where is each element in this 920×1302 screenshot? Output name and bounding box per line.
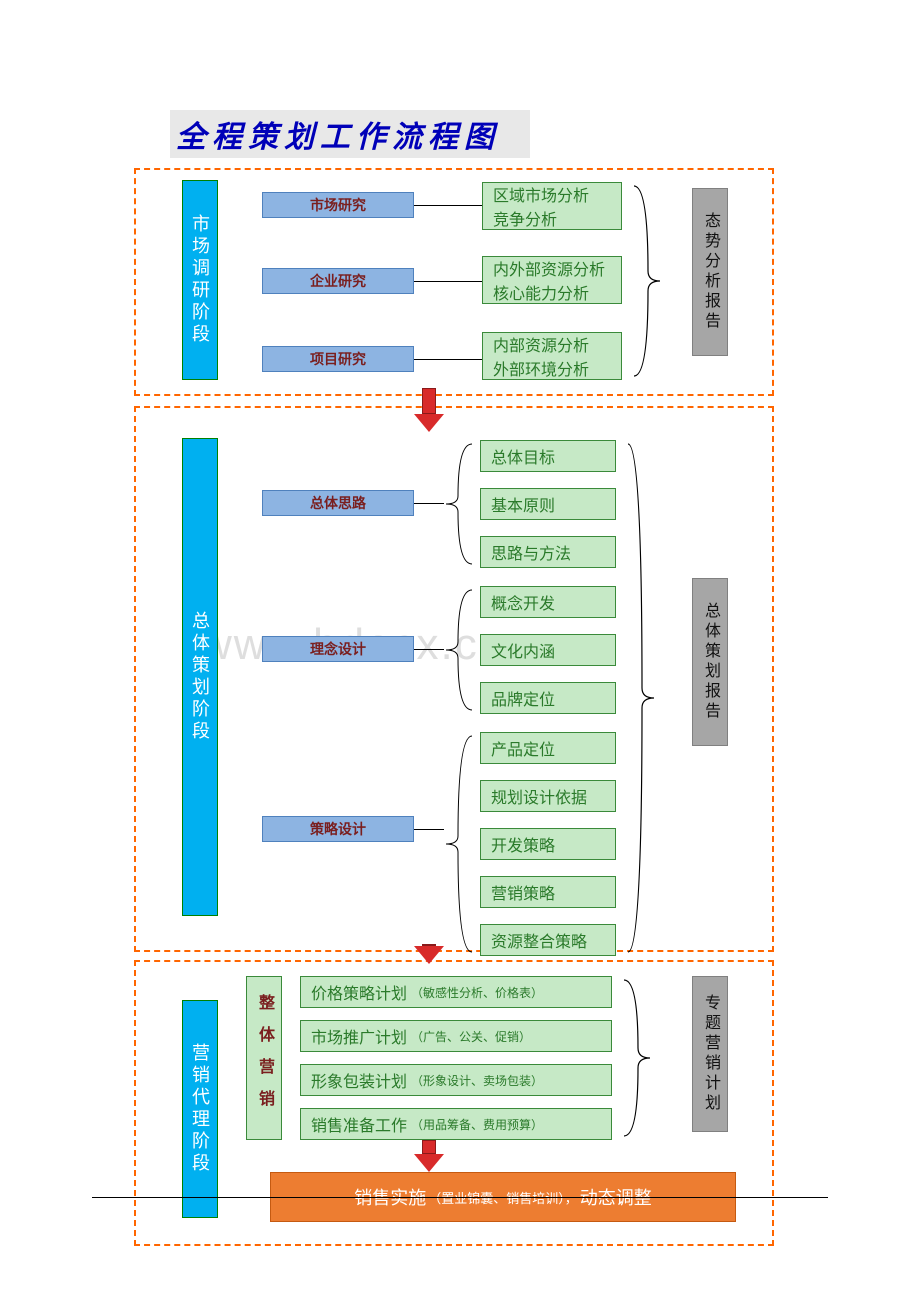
- s2-green-0: 总体目标: [480, 440, 616, 472]
- s2-green-3: 概念开发: [480, 586, 616, 618]
- s1-green-2: 内部资源分析 外部环境分析: [482, 332, 622, 380]
- s2-blue-0: 总体思路: [262, 490, 414, 516]
- baseline: [92, 1197, 828, 1198]
- connector-s2: [414, 503, 444, 504]
- s2-green-10: 资源整合策略: [480, 924, 616, 956]
- page-title: 全程策划工作流程图: [170, 110, 530, 158]
- connector-1: [414, 281, 482, 282]
- arrow-2: [414, 1140, 444, 1172]
- left-brace: [440, 440, 480, 568]
- stage1-label: 市场调研阶段: [182, 180, 218, 380]
- s2-green-8: 开发策略: [480, 828, 616, 860]
- stage3-label: 营销代理阶段: [182, 1000, 218, 1218]
- s1-green-1-l2: 核心能力分析: [493, 280, 589, 304]
- s3-report: 专题营销计划: [692, 976, 728, 1132]
- s2-blue-1: 理念设计: [262, 636, 414, 662]
- s1-blue-2: 项目研究: [262, 346, 414, 372]
- connector-s2: [414, 829, 444, 830]
- brace-3: [616, 976, 656, 1140]
- s3-green-1-sub: （广告、公关、促销）: [411, 1028, 531, 1045]
- s1-green-2-l2: 外部环境分析: [493, 356, 589, 380]
- s2-green-2: 思路与方法: [480, 536, 616, 568]
- s3-green-0-sub: （敏感性分析、价格表）: [411, 984, 543, 1001]
- arrow-0: [414, 388, 444, 432]
- s1-green-0-l1: 区域市场分析: [493, 182, 589, 206]
- s3-green-1-main: 市场推广计划: [311, 1024, 407, 1048]
- s2-report: 总体策划报告: [692, 578, 728, 746]
- connector-2: [414, 359, 482, 360]
- s3-green-3: 销售准备工作 （用品筹备、费用预算）: [300, 1108, 612, 1140]
- s3-green-0: 价格策略计划 （敏感性分析、价格表）: [300, 976, 612, 1008]
- s1-green-1: 内外部资源分析 核心能力分析: [482, 256, 622, 304]
- section1-frame: [134, 168, 774, 396]
- s1-green-0: 区域市场分析 竞争分析: [482, 182, 622, 230]
- s3-green-2: 形象包装计划 （形象设计、卖场包装）: [300, 1064, 612, 1096]
- s2-green-4: 文化内涵: [480, 634, 616, 666]
- s1-green-1-l1: 内外部资源分析: [493, 256, 605, 280]
- s3-green-3-sub: （用品筹备、费用预算）: [411, 1116, 543, 1133]
- brace-1: [626, 182, 666, 380]
- s2-green-6: 产品定位: [480, 732, 616, 764]
- s2-green-1: 基本原则: [480, 488, 616, 520]
- stage2-label: 总体策划阶段: [182, 438, 218, 916]
- s3-green-0-main: 价格策略计划: [311, 980, 407, 1004]
- s2-green-9: 营销策略: [480, 876, 616, 908]
- s2-green-5: 品牌定位: [480, 682, 616, 714]
- s1-green-0-l2: 竞争分析: [493, 206, 557, 230]
- s2-blue-2: 策略设计: [262, 816, 414, 842]
- s3-green-1: 市场推广计划 （广告、公关、促销）: [300, 1020, 612, 1052]
- s1-blue-1: 企业研究: [262, 268, 414, 294]
- s1-blue-0: 市场研究: [262, 192, 414, 218]
- s3-green-3-main: 销售准备工作: [311, 1112, 407, 1136]
- s3-vert-label: 整体营销: [246, 976, 282, 1140]
- brace-2: [620, 440, 660, 956]
- s2-green-7: 规划设计依据: [480, 780, 616, 812]
- s3-green-2-main: 形象包装计划: [311, 1068, 407, 1092]
- s3-green-2-sub: （形象设计、卖场包装）: [411, 1072, 543, 1089]
- connector-s2: [414, 649, 444, 650]
- connector-0: [414, 205, 482, 206]
- left-brace: [440, 586, 480, 714]
- s1-green-2-l1: 内部资源分析: [493, 332, 589, 356]
- s1-report: 态势分析报告: [692, 188, 728, 356]
- left-brace: [440, 732, 480, 956]
